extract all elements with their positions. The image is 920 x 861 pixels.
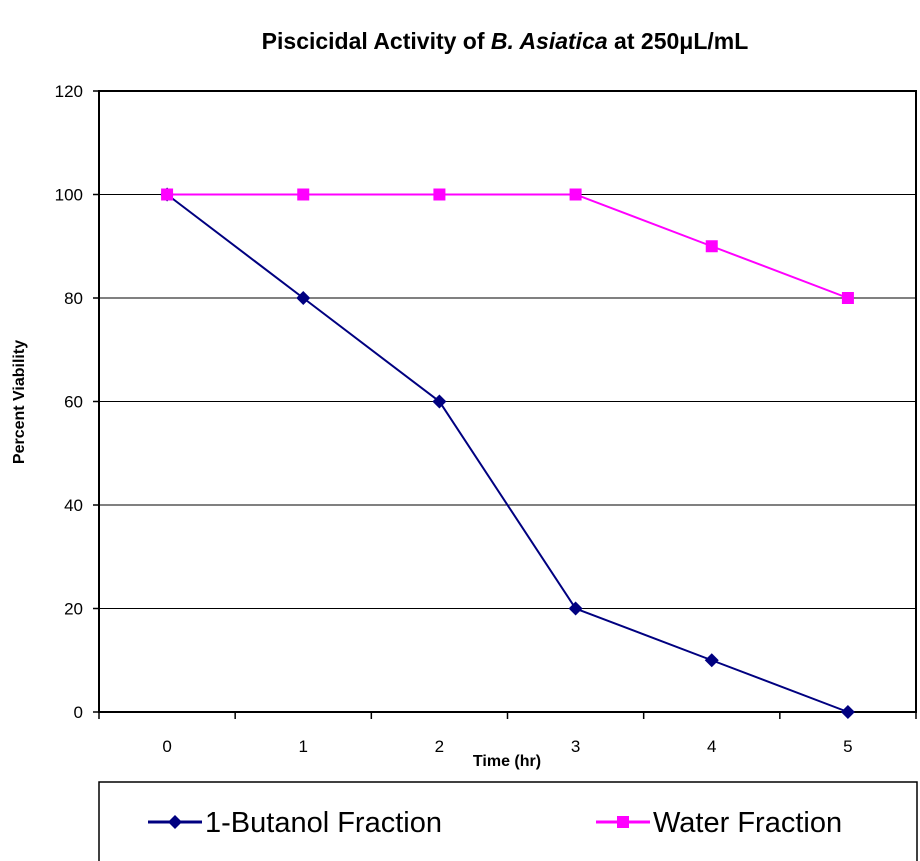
x-tick-label: 0	[162, 737, 171, 756]
legend-box	[98, 781, 918, 861]
data-point	[432, 394, 447, 409]
y-tick-label: 100	[55, 186, 83, 205]
data-point	[705, 240, 718, 253]
x-tick-label: 2	[435, 737, 444, 756]
plot-area: 0 20 40 60 80 100 120 0 1 2 3 4 5	[55, 82, 917, 756]
legend: 1-Butanol Fraction Water Fraction	[98, 781, 918, 861]
legend-label: Water Fraction	[653, 807, 842, 839]
legend-label: 1-Butanol Fraction	[205, 807, 442, 839]
y-tick-label: 20	[64, 600, 83, 619]
legend-item: Water Fraction	[596, 807, 842, 839]
x-axis-title: Time (hr)	[473, 753, 541, 770]
legend-marker	[617, 816, 629, 828]
data-point	[297, 188, 310, 201]
y-tick-label: 0	[74, 703, 83, 722]
series-line	[166, 193, 849, 713]
y-axis-title: Percent Viability	[11, 340, 28, 464]
legend-item: 1-Butanol Fraction	[148, 807, 442, 839]
data-point	[569, 188, 582, 201]
data-point	[568, 601, 583, 616]
x-tick-label: 1	[299, 737, 308, 756]
series-line	[167, 193, 849, 299]
chart-title-part: μ	[679, 28, 693, 54]
chart-title-part: B. Asiatica	[491, 28, 608, 54]
chart-title: Piscicidal Activity of B. Asiatica at 25…	[262, 28, 749, 54]
chart-title-part: at 250	[608, 28, 680, 54]
data-point	[841, 292, 854, 304]
y-tick-label: 40	[64, 496, 83, 515]
x-tick-label: 3	[571, 737, 580, 756]
y-tick-label: 120	[55, 82, 83, 101]
chart-title-part: Piscicidal Activity of	[262, 28, 491, 54]
x-tick-label: 5	[843, 737, 852, 756]
data-point	[433, 188, 446, 201]
y-tick-label: 60	[64, 393, 83, 412]
chart-title-part: L/mL	[693, 28, 748, 54]
data-point	[161, 188, 174, 201]
legend-marker	[168, 815, 182, 829]
data-point	[840, 705, 855, 719]
data-point	[704, 653, 719, 668]
x-tick-label: 4	[707, 737, 716, 756]
series-0	[160, 187, 855, 719]
y-tick-label: 80	[64, 289, 83, 308]
series-1	[161, 188, 854, 304]
data-point	[296, 291, 311, 305]
